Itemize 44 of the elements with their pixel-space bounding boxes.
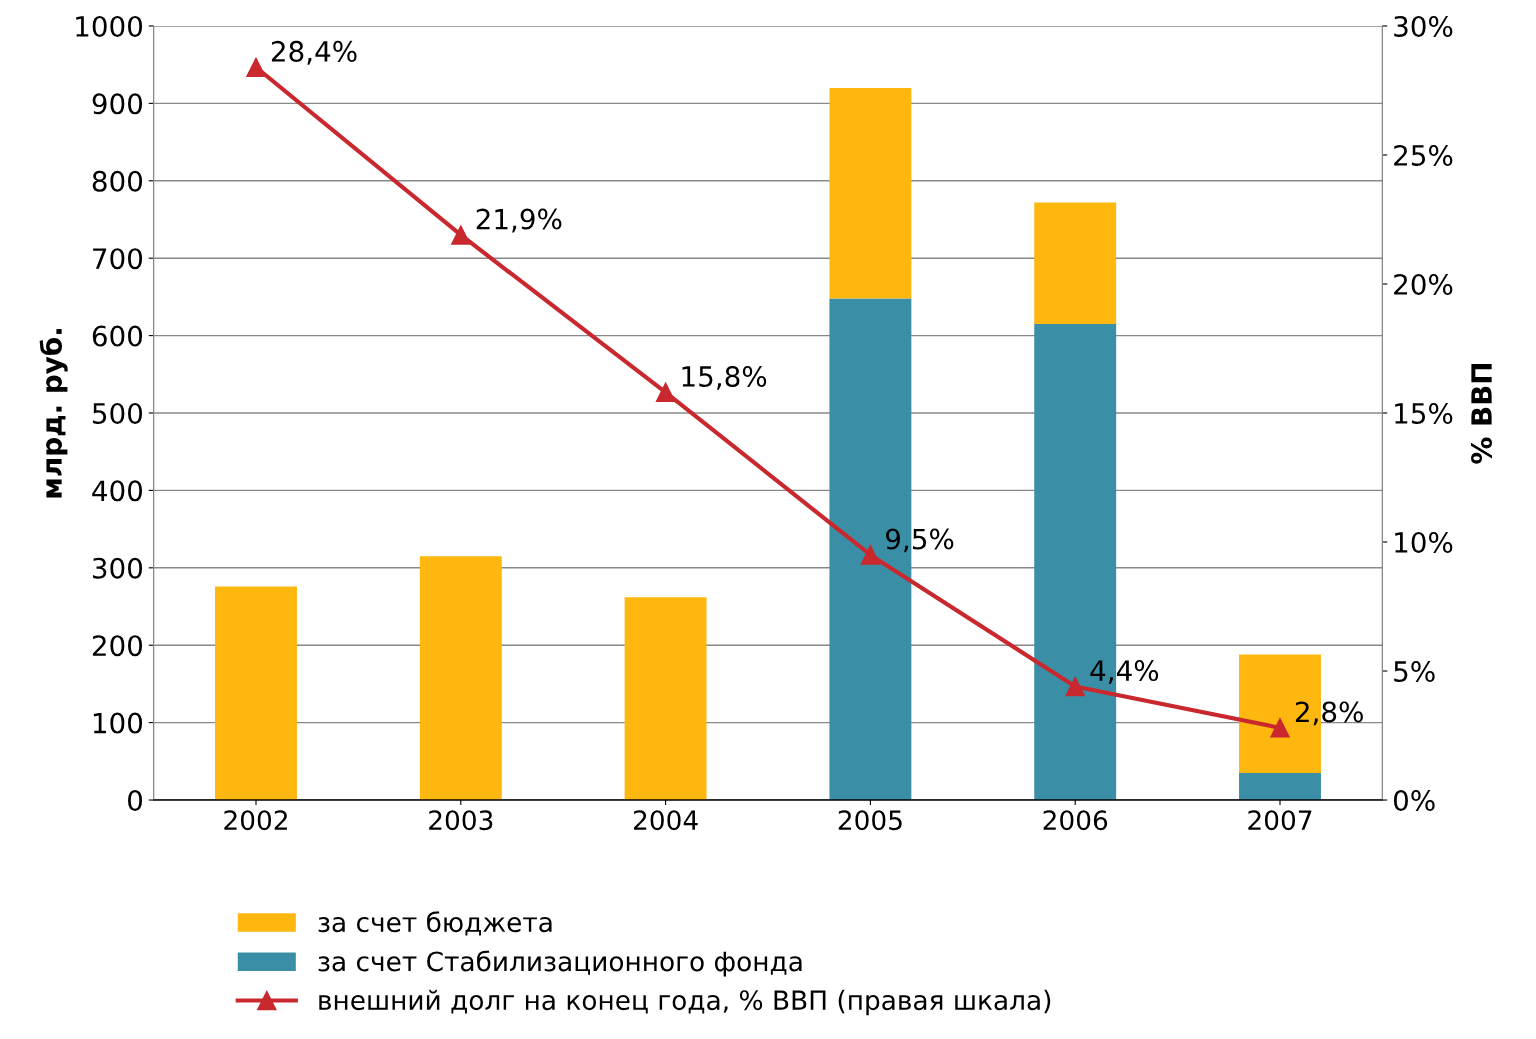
y2-tick-label: 5% [1394,660,1435,682]
point [451,225,471,245]
point [246,57,266,77]
point [1065,676,1085,697]
y2-tick-label: 10% [1395,531,1453,553]
bar [624,597,707,801]
y-tick-label: 500 [93,402,143,424]
bar [1239,772,1321,801]
x-tick-label: 2007 [1248,810,1312,831]
y-tick-label: 300 [92,557,143,579]
data-label: 28,4% [271,40,357,65]
y-tick-label: 700 [93,248,143,270]
legend-label: внешний долг на конец года, % ВВП (правая шкала) [319,989,1051,1016]
point [655,382,676,403]
y-tick-label: 600 [92,325,143,347]
y-tick-label: 400 [92,480,143,502]
bar [215,586,297,801]
y-tick-label: 1000 [76,15,143,37]
y-axis-title: млрд. руб. [39,329,68,498]
data-label: 15,8% [682,365,767,390]
y-tick-label: 900 [92,93,143,115]
point [860,545,881,565]
data-label: 21,9% [476,208,562,233]
x-tick-label: 2006 [1043,810,1108,831]
y2-tick-label: 30% [1394,15,1453,37]
y-tick-label: 100 [93,712,143,734]
bar [1034,202,1117,324]
x-tick-label: 2002 [224,810,287,831]
y-tick-label: 0 [128,789,143,811]
x-tick-label: 2004 [633,810,698,831]
x-tick-label: 2003 [429,810,493,831]
legend-label: за счет бюджета [318,911,552,936]
y2-tick-label: 20% [1394,273,1453,295]
bar [419,556,502,801]
y-tick-label: 800 [92,170,143,192]
x-tick-label: 2005 [838,810,902,831]
bar [829,87,912,299]
legend-label: за счет Стабилизационного фонда [318,950,802,977]
y2-tick-label: 15% [1395,402,1453,424]
y2-tick-label: 0% [1393,789,1435,811]
y-tick-label: 200 [92,635,143,657]
y2-tick-label: 25% [1394,144,1453,166]
y2-axis-title: % ВВП [1471,364,1493,464]
point [1270,718,1290,738]
